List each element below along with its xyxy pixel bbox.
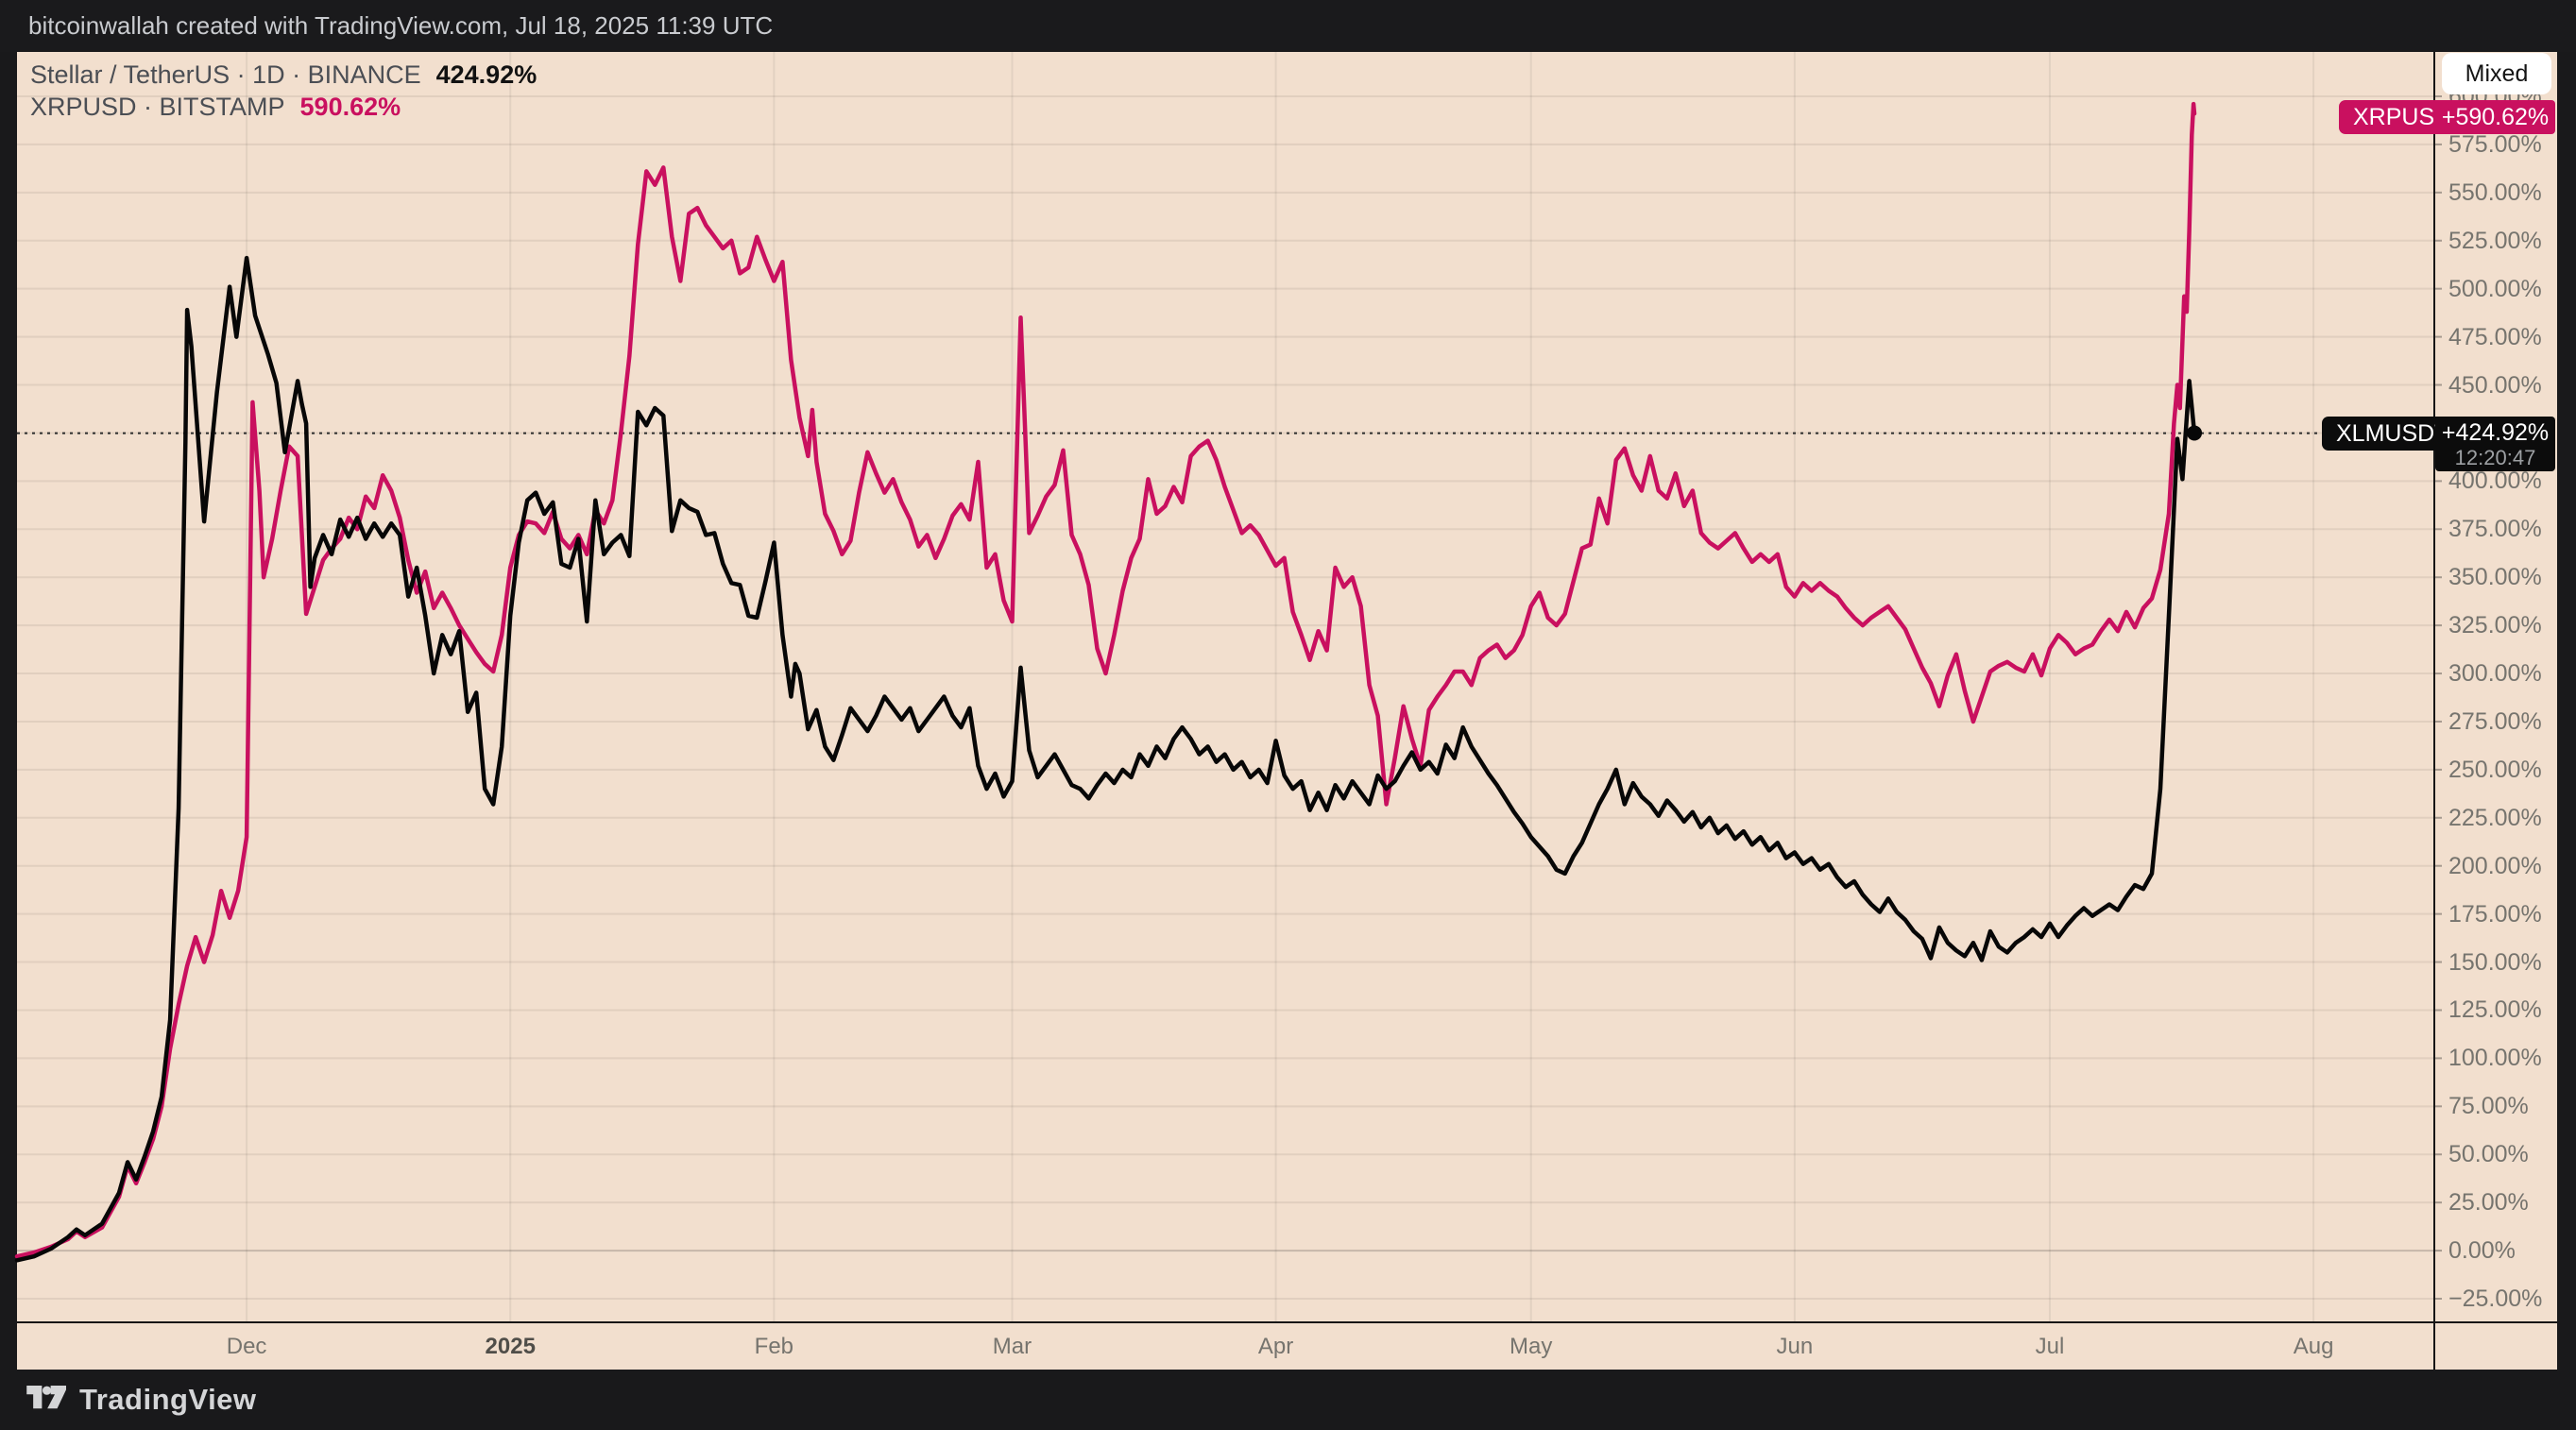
price-scale-label: 150.00% (2448, 948, 2542, 976)
price-scale-label: 550.00% (2448, 179, 2542, 206)
price-scale-label: 0.00% (2448, 1237, 2516, 1265)
xrp-price-value: +590.62% (2441, 103, 2550, 130)
tradingview-logo-icon[interactable] (26, 1386, 66, 1414)
price-scale-label: 325.00% (2448, 612, 2542, 639)
price-scale-label: 475.00% (2448, 323, 2542, 350)
chart-legend: Stellar / TetherUS · 1D · BINANCE 424.92… (30, 59, 537, 123)
time-scale-label: Aug (2293, 1334, 2334, 1359)
time-scale-label: 2025 (485, 1334, 536, 1359)
price-scale-label: 175.00% (2448, 900, 2542, 928)
xlm-price-value: +424.92% (2441, 419, 2550, 446)
price-scale-label: 100.00% (2448, 1045, 2542, 1072)
price-scale-label: 250.00% (2448, 756, 2542, 783)
price-scale-label: 200.00% (2448, 852, 2542, 879)
price-scale-label: 575.00% (2448, 130, 2542, 158)
price-scale-label: 500.00% (2448, 275, 2542, 302)
price-scale-label: 375.00% (2448, 516, 2542, 543)
series-line-xrpusd (14, 101, 2197, 1259)
legend-symbol-xlm: Stellar / TetherUS · 1D · BINANCE (30, 60, 421, 89)
series-line-xlmusdt (14, 255, 2197, 1263)
price-scale-label: 125.00% (2448, 996, 2542, 1024)
time-scale-label: Feb (754, 1334, 794, 1359)
legend-value-xlm: 424.92% (435, 60, 537, 89)
price-scale-label: −25.00% (2448, 1285, 2543, 1312)
attribution-text: bitcoinwallah created with TradingView.c… (28, 11, 774, 40)
xlm-countdown-timer: 12:20:47 (2454, 446, 2536, 469)
price-scale-label: 525.00% (2448, 227, 2542, 254)
time-scale-label: Jul (2035, 1334, 2065, 1359)
price-scale-label: 275.00% (2448, 707, 2542, 735)
chart-panel-background (17, 52, 2557, 1370)
price-scale-label: 300.00% (2448, 660, 2542, 688)
price-scale-label: 25.00% (2448, 1189, 2529, 1217)
tradingview-brand-text[interactable]: TradingView (79, 1383, 257, 1416)
price-scale-label: 400.00% (2448, 468, 2542, 495)
legend-item-xrpusd[interactable]: XRPUSD · BITSTAMP 590.62% (30, 91, 537, 123)
time-scale-label: May (1510, 1334, 1553, 1359)
time-scale-label: Dec (226, 1334, 267, 1359)
time-scale-label: Mar (992, 1334, 1032, 1359)
scale-mode-button[interactable]: Mixed (2442, 53, 2551, 94)
last-price-dot (2187, 425, 2203, 441)
xrp-price-tag: +590.62% (2435, 100, 2555, 134)
legend-value-xrp: 590.62% (299, 92, 401, 121)
footer-bar: TradingView (26, 1370, 257, 1430)
time-scale-label: Apr (1257, 1334, 1294, 1359)
price-scale-label: 50.00% (2448, 1141, 2529, 1168)
price-scale-label: 75.00% (2448, 1093, 2529, 1120)
legend-item-xlmusdt[interactable]: Stellar / TetherUS · 1D · BINANCE 424.92… (30, 59, 537, 91)
legend-symbol-xrp: XRPUSD · BITSTAMP (30, 92, 285, 121)
xlm-price-tag: +424.92% 12:20:47 (2435, 417, 2555, 471)
price-scale-label: 350.00% (2448, 564, 2542, 591)
attribution-bar: bitcoinwallah created with TradingView.c… (0, 0, 2576, 52)
price-scale-label: 450.00% (2448, 371, 2542, 399)
price-scale-label: 225.00% (2448, 804, 2542, 831)
time-scale-label: Jun (1776, 1334, 1814, 1359)
